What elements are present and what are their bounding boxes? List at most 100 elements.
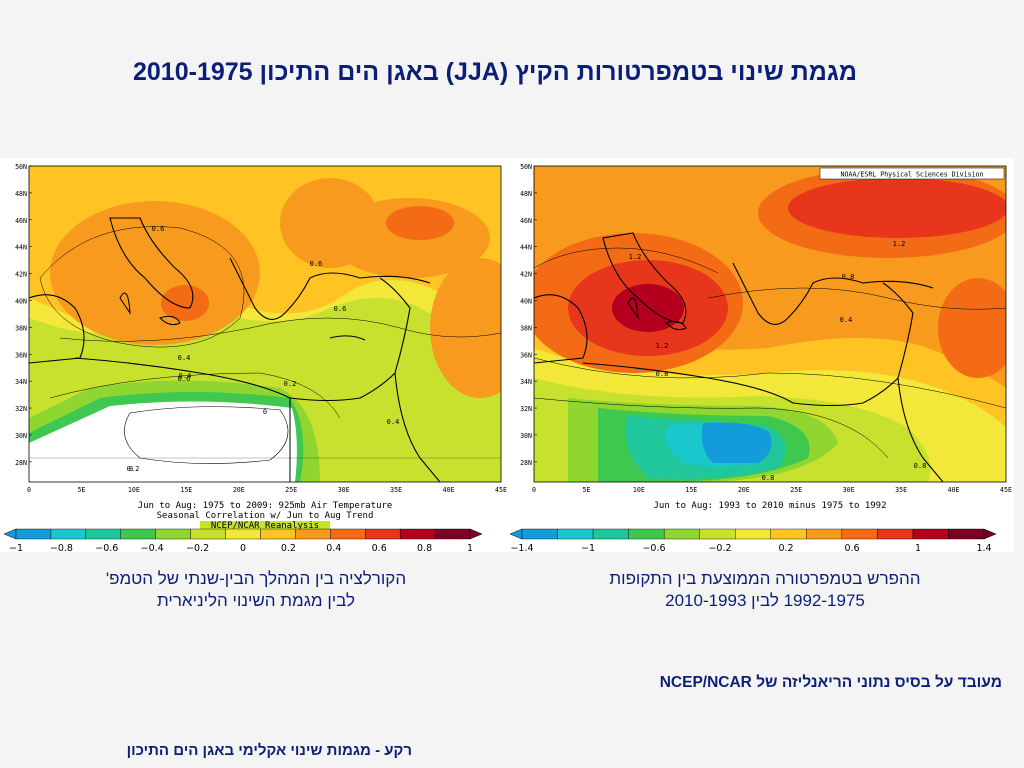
longitude-label: 10E: [633, 486, 645, 494]
longitude-label: 5E: [582, 486, 590, 494]
colorbar-segment: [120, 528, 156, 540]
colorbar-segment: [592, 528, 629, 540]
colorbar-tick-label: 0.2: [281, 543, 296, 552]
colorbar-arrow-right: [469, 528, 483, 540]
difference-field: [534, 166, 1006, 482]
colorbar-segment: [806, 528, 843, 540]
latitude-label: 42N: [520, 271, 532, 279]
left-caption-line-1: הקורלציה בין המהלך הבין-שנתי של הטמפ': [105, 569, 407, 588]
latitude-label: 36N: [15, 351, 27, 359]
contour-label: 0.8: [762, 474, 775, 482]
latitude-label: 40N: [520, 297, 532, 305]
contour-label: 1.2: [893, 240, 906, 248]
temperature-difference-map: NOAA/ESRL Physical Sciences Division 50N…: [509, 163, 1012, 552]
colorbar: [3, 528, 483, 540]
colorbar-segment: [770, 528, 807, 540]
colorbar: [509, 528, 997, 540]
contour-label: 0: [129, 465, 133, 473]
contour-label: 0.2: [284, 380, 297, 388]
colorbar-arrow-left: [509, 528, 523, 540]
longitude-label: 30E: [843, 486, 855, 494]
latitude-label: 28N: [520, 459, 532, 467]
colorbar-tick-label: −1: [9, 543, 23, 552]
contour-label: 0.4: [840, 316, 853, 324]
latitude-label: 46N: [520, 217, 532, 225]
contour-label: 0.4: [179, 372, 192, 380]
colorbar-tick-label: 0.6: [372, 543, 387, 552]
latitude-label: 44N: [15, 244, 27, 252]
colorbar-tick-label: −0.6: [642, 543, 665, 552]
contour-labels: 0.60.60.40.60.60.40.200.20.40: [127, 225, 400, 473]
colorbar-ticks: −1 −0.8 −0.6 −0.4 −0.2 0 0.2 0.4 0.6 0.8 1: [9, 543, 473, 552]
latitude-label: 38N: [15, 324, 27, 332]
colorbar-tick-label: 1: [467, 543, 473, 552]
colorbar-segment: [521, 528, 558, 540]
contour-label: 0.2: [127, 465, 140, 473]
contour-label: 1.2: [656, 342, 669, 350]
latitude-label: 42N: [15, 271, 27, 279]
colorbar-tick-label: −0.4: [141, 543, 164, 552]
longitude-label: 15E: [180, 486, 192, 494]
colorbar-tick-label: 0.8: [417, 543, 432, 552]
right-caption-line-1: ההפרש בטמפרטורה הממוצעת בין התקופות: [609, 569, 921, 588]
latitude-label: 38N: [520, 324, 532, 332]
right-caption: ההפרש בטמפרטורה הממוצעת בין התקופות 1992…: [515, 568, 1015, 612]
longitude-label: 45E: [1000, 486, 1012, 494]
map-frame: [28, 165, 502, 483]
longitude-label: 0: [532, 486, 536, 494]
colorbar-segment: [557, 528, 594, 540]
map-frame: [533, 165, 1007, 483]
latitude-labels: 50N 48N 46N 44N 42N 40N 38N 36N 34N 32N 30N 28N: [15, 163, 32, 467]
colorbar-tick-label: −0.2: [708, 543, 731, 552]
colorbar-arrow-right: [983, 528, 997, 540]
colorbar-tick-label: −1.4: [510, 543, 533, 552]
colorbar-tick-label: 0.2: [778, 543, 793, 552]
latitude-label: 30N: [520, 432, 532, 440]
colorbar-segment: [434, 528, 471, 540]
contour-label: 0.8: [842, 273, 855, 281]
correlation-map: 50N 48N 46N 44N 42N 40N 38N 36N 34N 32N 30N 28N 0 5E…: [3, 163, 507, 552]
colorbar-tick-label: −0.8: [50, 543, 73, 552]
latitude-labels: 50N 48N 46N 44N 42N 40N 38N 36N 34N 32N 30N 28N: [520, 163, 537, 467]
left-caption: הקורלציה בין המהלך הבין-שנתי של הטמפ' לב…: [6, 568, 506, 612]
contour-label: 0.6: [310, 260, 323, 268]
longitude-label: 0: [27, 486, 31, 494]
colorbar-segment: [735, 528, 771, 540]
colorbar-segment: [628, 528, 665, 540]
latitude-label: 40N: [15, 297, 27, 305]
latitude-label: 48N: [520, 190, 532, 198]
longitude-labels: 0 5E 10E 15E 20E 25E 30E 35E 40E 45E: [532, 486, 1012, 494]
colorbar-segment: [399, 528, 436, 540]
colorbar-segment: [912, 528, 949, 540]
latitude-label: 34N: [520, 378, 532, 386]
longitude-label: 40E: [948, 486, 960, 494]
reanalysis-label-bg: [200, 521, 330, 529]
colorbar-segment: [15, 528, 52, 540]
latitude-label: 36N: [520, 351, 532, 359]
colorbar-tick-label: 0.6: [844, 543, 859, 552]
colorbar-tick-label: −0.2: [186, 543, 209, 552]
contour-label: 0.6: [152, 225, 165, 233]
latitude-label: 44N: [520, 244, 532, 252]
latitude-label: 30N: [15, 432, 27, 440]
temperature-difference-map-panel: NOAA/ESRL Physical Sciences Division 50N…: [508, 158, 1014, 552]
colorbar-segment: [50, 528, 87, 540]
latitude-label: 32N: [520, 405, 532, 413]
colorbar-tick-label: 1: [915, 543, 921, 552]
map-caption-line-1: Jun to Aug: 1993 to 2010 minus 1975 to 1…: [654, 501, 887, 511]
colorbar-segment: [877, 528, 914, 540]
map-caption-line-1: Jun to Aug: 1975 to 2009: 925mb Air Temp…: [138, 501, 393, 511]
colorbar-segment: [330, 528, 366, 540]
longitude-label: 25E: [285, 486, 297, 494]
contour-label: 0.4: [178, 354, 191, 362]
contour-label: 0.8: [656, 370, 669, 378]
colorbar-arrow-left: [3, 528, 17, 540]
longitude-label: 40E: [443, 486, 455, 494]
colorbar-tick-label: −0.6: [95, 543, 118, 552]
colorbar-segment: [841, 528, 878, 540]
colorbar-segment: [699, 528, 736, 540]
colorbar-segment: [225, 528, 261, 540]
colorbar-segment: [948, 528, 985, 540]
colorbar-tick-label: 1.4: [976, 543, 991, 552]
latitude-label: 48N: [15, 190, 27, 198]
